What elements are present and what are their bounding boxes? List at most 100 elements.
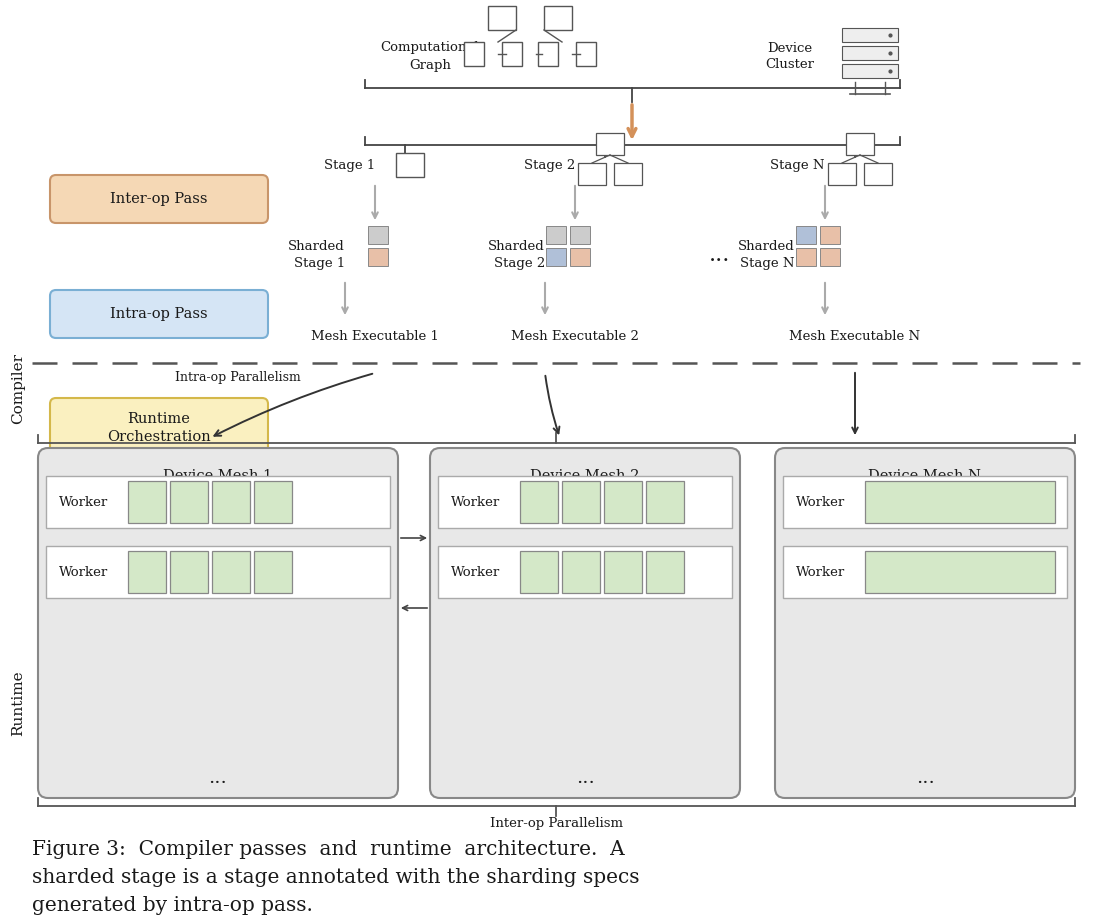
Text: generated by intra-op pass.: generated by intra-op pass. bbox=[32, 896, 313, 915]
Bar bbox=[254, 481, 292, 523]
Text: Worker: Worker bbox=[451, 496, 501, 509]
Bar bbox=[796, 248, 816, 266]
Bar bbox=[170, 551, 208, 593]
Text: Mesh Executable 1: Mesh Executable 1 bbox=[311, 330, 439, 342]
Bar bbox=[520, 551, 559, 593]
Bar bbox=[254, 551, 292, 593]
Bar bbox=[546, 248, 566, 266]
Bar bbox=[842, 28, 898, 42]
Bar bbox=[438, 546, 732, 598]
Bar bbox=[846, 133, 874, 155]
Bar bbox=[570, 226, 589, 244]
Text: Runtime
Orchestration: Runtime Orchestration bbox=[107, 412, 211, 444]
Bar bbox=[128, 481, 166, 523]
Bar bbox=[46, 546, 390, 598]
Bar bbox=[576, 42, 596, 66]
Text: Stage 1: Stage 1 bbox=[324, 159, 375, 172]
Text: ...: ... bbox=[209, 769, 228, 787]
Text: Intra-op Parallelism: Intra-op Parallelism bbox=[175, 372, 301, 385]
Text: Graph: Graph bbox=[409, 59, 451, 72]
Text: ...: ... bbox=[709, 244, 731, 266]
Bar bbox=[828, 163, 856, 185]
Bar bbox=[562, 551, 599, 593]
Bar bbox=[842, 64, 898, 78]
Text: Mesh Executable N: Mesh Executable N bbox=[790, 330, 920, 342]
Text: Sharded: Sharded bbox=[738, 240, 795, 252]
Text: Devices ...: Devices ... bbox=[928, 496, 992, 509]
Bar bbox=[128, 551, 166, 593]
Bar bbox=[796, 226, 816, 244]
Bar bbox=[396, 153, 424, 177]
Bar bbox=[212, 551, 250, 593]
Text: D3: D3 bbox=[264, 565, 282, 578]
Bar bbox=[783, 476, 1067, 528]
Bar bbox=[864, 163, 893, 185]
Bar bbox=[783, 546, 1067, 598]
Text: Compiler: Compiler bbox=[11, 353, 25, 423]
Bar bbox=[46, 476, 390, 528]
Bar bbox=[546, 226, 566, 244]
Text: Stage 2: Stage 2 bbox=[493, 256, 545, 270]
Text: Stage 2: Stage 2 bbox=[524, 159, 575, 172]
Text: ...: ... bbox=[575, 769, 594, 787]
FancyBboxPatch shape bbox=[775, 448, 1075, 798]
Text: Stage N: Stage N bbox=[741, 256, 795, 270]
FancyBboxPatch shape bbox=[50, 175, 268, 223]
Bar bbox=[570, 248, 589, 266]
Text: D1: D1 bbox=[572, 565, 591, 578]
Text: D3: D3 bbox=[264, 496, 282, 509]
FancyBboxPatch shape bbox=[50, 290, 268, 338]
FancyBboxPatch shape bbox=[430, 448, 740, 798]
Text: Mesh Executable 2: Mesh Executable 2 bbox=[511, 330, 639, 342]
Bar bbox=[520, 481, 559, 523]
Text: Sharded: Sharded bbox=[488, 240, 545, 252]
FancyBboxPatch shape bbox=[38, 448, 398, 798]
Text: D1: D1 bbox=[180, 496, 198, 509]
Text: Worker: Worker bbox=[60, 496, 108, 509]
Text: Device: Device bbox=[768, 41, 813, 54]
Text: Stage N: Stage N bbox=[771, 159, 825, 172]
Text: Inter-op Pass: Inter-op Pass bbox=[111, 192, 208, 206]
Text: D0: D0 bbox=[530, 496, 549, 509]
Text: D0: D0 bbox=[138, 496, 156, 509]
Text: Cluster: Cluster bbox=[765, 59, 814, 72]
Text: Device Mesh 1: Device Mesh 1 bbox=[164, 469, 272, 483]
Bar bbox=[842, 46, 898, 60]
Bar bbox=[614, 163, 641, 185]
Bar bbox=[562, 481, 599, 523]
Bar bbox=[368, 248, 388, 266]
Text: Inter-op Parallelism: Inter-op Parallelism bbox=[490, 818, 623, 831]
Text: Worker: Worker bbox=[451, 565, 501, 578]
Bar bbox=[465, 42, 484, 66]
Text: D1: D1 bbox=[572, 496, 591, 509]
Bar bbox=[596, 133, 624, 155]
Bar bbox=[578, 163, 606, 185]
Text: Intra-op Pass: Intra-op Pass bbox=[111, 307, 208, 321]
Text: D3: D3 bbox=[656, 496, 674, 509]
Text: Sharded: Sharded bbox=[289, 240, 345, 252]
Bar bbox=[865, 551, 1055, 593]
Bar bbox=[538, 42, 559, 66]
Text: Devices ...: Devices ... bbox=[928, 565, 992, 578]
Text: D2: D2 bbox=[222, 565, 240, 578]
Text: D2: D2 bbox=[614, 496, 632, 509]
Text: D2: D2 bbox=[614, 565, 632, 578]
Bar bbox=[865, 481, 1055, 523]
Bar bbox=[820, 248, 839, 266]
Text: D0: D0 bbox=[530, 565, 549, 578]
Text: Worker: Worker bbox=[796, 496, 846, 509]
Text: Figure 3:  Compiler passes  and  runtime  architecture.  A: Figure 3: Compiler passes and runtime ar… bbox=[32, 840, 625, 859]
Bar bbox=[604, 551, 641, 593]
Text: Runtime: Runtime bbox=[11, 670, 25, 736]
Bar bbox=[438, 476, 732, 528]
Text: D1: D1 bbox=[180, 565, 198, 578]
Bar bbox=[604, 481, 641, 523]
Text: D2: D2 bbox=[222, 496, 240, 509]
Text: Worker: Worker bbox=[796, 565, 846, 578]
Text: D0: D0 bbox=[138, 565, 156, 578]
Text: sharded stage is a stage annotated with the sharding specs: sharded stage is a stage annotated with … bbox=[32, 868, 639, 887]
Bar bbox=[820, 226, 839, 244]
Bar bbox=[170, 481, 208, 523]
Bar bbox=[646, 481, 684, 523]
Bar bbox=[544, 6, 572, 30]
